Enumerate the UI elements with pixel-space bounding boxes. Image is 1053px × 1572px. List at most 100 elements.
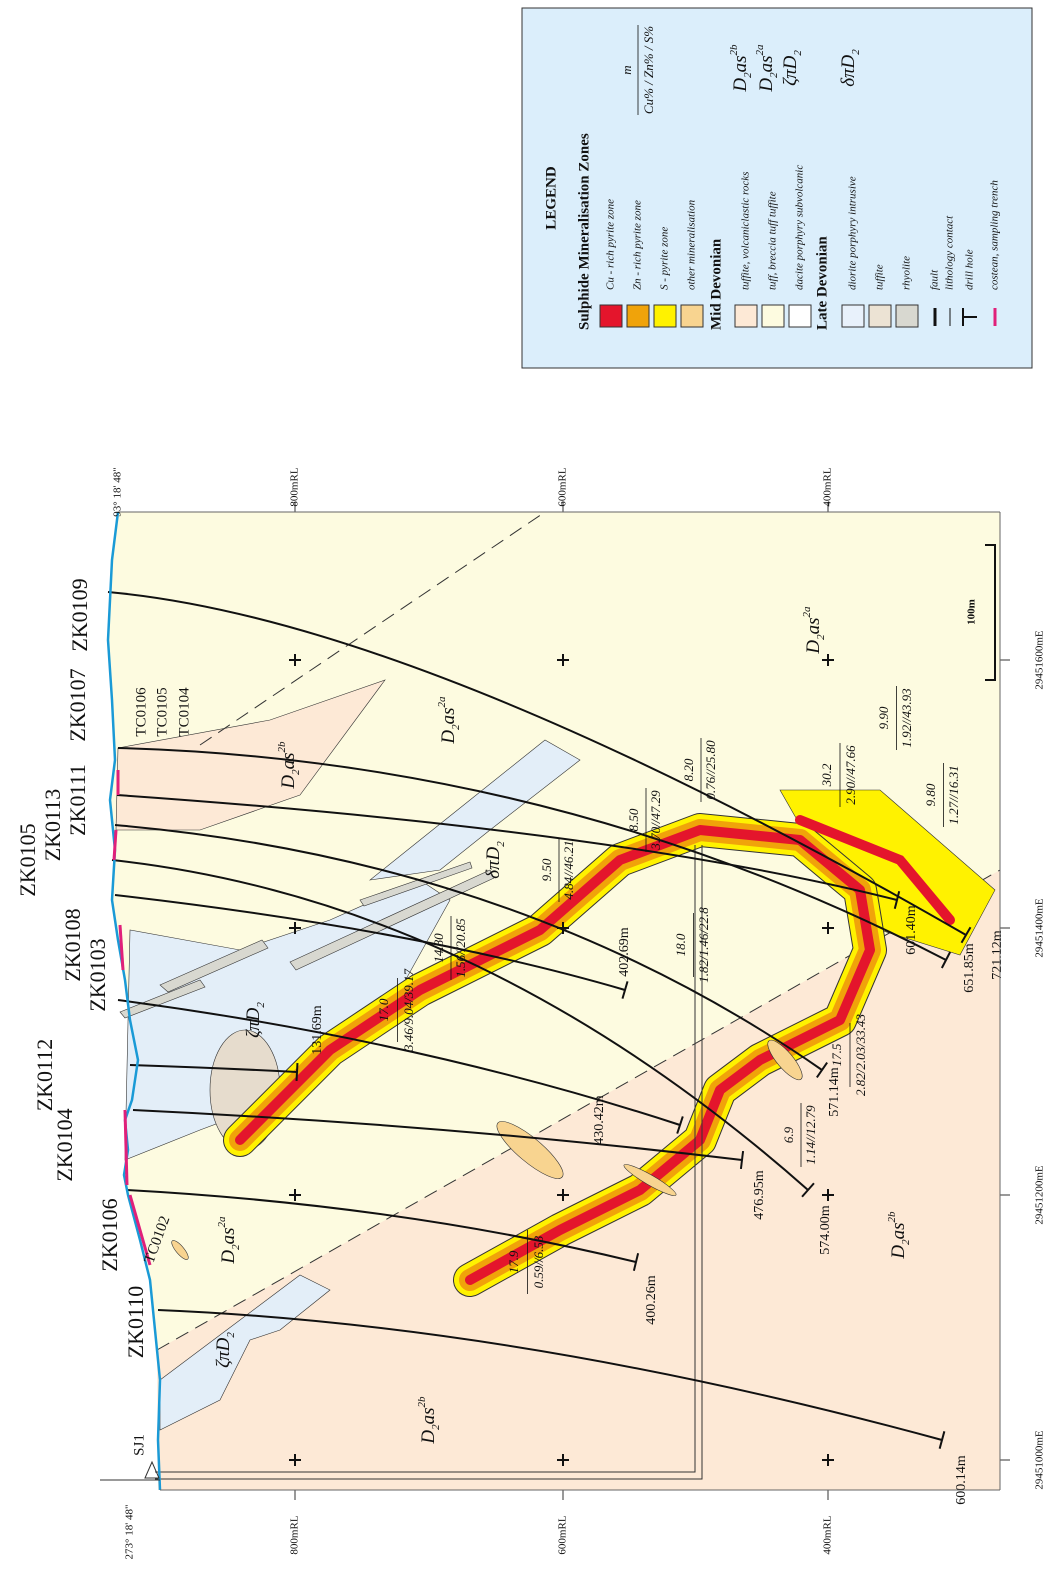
hole-depth: 476.95m bbox=[752, 1170, 767, 1220]
drill-hole bbox=[117, 999, 681, 1126]
intersection-grades: 1.14//12.79 bbox=[803, 1105, 818, 1165]
hole-end bbox=[816, 1062, 828, 1078]
drill-hole bbox=[129, 1064, 298, 1073]
shaft-label: SJ1 bbox=[131, 1434, 147, 1456]
unit-part: as bbox=[888, 1222, 909, 1239]
legend-heading: Sulphide Mineralisation Zones bbox=[576, 133, 592, 330]
legend-swatch bbox=[599, 304, 623, 328]
rhyolite-body bbox=[159, 939, 269, 993]
unit-part: ζπ bbox=[780, 69, 801, 86]
hole-depth: 600.14m bbox=[954, 1455, 969, 1505]
legend-item: lithology contact bbox=[944, 215, 956, 290]
elevation-label: 400mRL bbox=[822, 1515, 834, 1554]
hole-name: ZK0108 bbox=[60, 908, 85, 981]
intersection-grades: 2.82/2.03/33.43 bbox=[853, 1014, 868, 1096]
intersection-metres: 9.50 bbox=[539, 858, 554, 881]
unit-part: 2 bbox=[255, 1002, 267, 1008]
legend-item: Zn - rich pyrite zone bbox=[632, 200, 644, 290]
hole-name: ZK0112 bbox=[32, 1039, 57, 1112]
hole-end bbox=[295, 1062, 299, 1082]
legend-swatch bbox=[761, 304, 785, 328]
intersection-grades: 3.46/9.04/39.17 bbox=[401, 969, 416, 1052]
hole-name: ZK0103 bbox=[85, 938, 110, 1011]
unit-part: as bbox=[730, 55, 751, 72]
easting-label: 29451000mE bbox=[1034, 1430, 1046, 1490]
legend-item: tuff, breccia tuff tuffite bbox=[767, 191, 779, 290]
hole-end bbox=[893, 891, 901, 909]
unit-part: 2 bbox=[850, 49, 862, 55]
topography bbox=[106, 511, 162, 1491]
intersection-metres: 18.0 bbox=[673, 933, 688, 956]
unit-label: D2as2a bbox=[216, 1216, 242, 1265]
unit-part: 2 bbox=[900, 1239, 912, 1245]
trench bbox=[118, 924, 125, 971]
adit bbox=[155, 845, 703, 1480]
grid-cross bbox=[289, 1189, 301, 1201]
unit-part: δπ bbox=[483, 860, 504, 879]
grid-cross bbox=[289, 1454, 301, 1466]
intersection-grades: 0.59//6.53 bbox=[531, 1235, 546, 1288]
legend-heading: Late Devonian bbox=[814, 236, 830, 330]
hole-end bbox=[621, 981, 629, 999]
unit-part: D bbox=[278, 775, 299, 790]
other-mineralisation bbox=[767, 1039, 803, 1081]
hole-end bbox=[801, 1182, 815, 1198]
drill-hole bbox=[132, 1109, 743, 1161]
ore-zone bbox=[795, 815, 955, 925]
elevation-label: 800mRL bbox=[289, 467, 301, 506]
hole-depth: 571.14m bbox=[827, 1067, 842, 1117]
scale-label: 100m bbox=[966, 599, 978, 625]
grid-cross bbox=[822, 1189, 834, 1201]
unit-part: D bbox=[418, 1430, 439, 1445]
grid-cross bbox=[822, 654, 834, 666]
unit-label: ζπD2 bbox=[780, 50, 803, 86]
unit-label: D2as2a bbox=[754, 44, 780, 93]
hole-name: ZK0113 bbox=[40, 789, 65, 862]
hole-end bbox=[938, 1431, 946, 1449]
unit-part: D bbox=[483, 846, 504, 861]
legend-item: fault bbox=[929, 269, 941, 290]
elevation-label: 600mRL bbox=[557, 467, 569, 506]
grid-cross bbox=[289, 654, 301, 666]
legend-item: rhyolite bbox=[901, 256, 913, 290]
unit-part: 2a bbox=[754, 44, 766, 56]
unit-label: D2as2b bbox=[416, 1396, 442, 1445]
hole-end bbox=[960, 926, 972, 944]
legend-item: costean, sampling trench bbox=[989, 180, 1001, 290]
legend-grade-m: m bbox=[619, 65, 634, 74]
hole-depth: 651.85m bbox=[962, 943, 977, 993]
legend-swatch bbox=[868, 304, 892, 328]
unit-part: 2 bbox=[450, 724, 462, 730]
unit-part: D bbox=[243, 1007, 264, 1022]
intersection-metres: 17.5 bbox=[829, 1043, 844, 1066]
intersection-grades: 2.90//47.66 bbox=[843, 745, 858, 805]
unit-part: as bbox=[418, 1407, 439, 1424]
intersection-grades: 1.56//20.85 bbox=[453, 918, 468, 978]
drill-hole bbox=[114, 894, 626, 991]
intersection-metres: 17.9 bbox=[506, 1250, 521, 1273]
legend-grade-format: Cu% / Zn% / S% bbox=[641, 26, 656, 114]
drill-hole bbox=[117, 747, 947, 961]
unit-part: 2a bbox=[801, 606, 813, 618]
unit-part: 2 bbox=[495, 841, 507, 847]
other-mineralisation bbox=[623, 1164, 677, 1196]
unit-part: as bbox=[756, 55, 777, 72]
intersection-metres: 30.2 bbox=[819, 763, 834, 787]
hole-depth: 402.69m bbox=[617, 927, 632, 977]
unit-part: 2 bbox=[768, 72, 780, 78]
unit-label: ζπD2 bbox=[213, 1332, 236, 1368]
trench-label: TC0106 bbox=[133, 687, 149, 737]
hole-name: ZK0111 bbox=[65, 764, 90, 836]
hole-depth: 131.69m bbox=[310, 1005, 325, 1055]
intersection-metres: 14.80 bbox=[431, 933, 446, 963]
hole-name: ZK0109 bbox=[67, 578, 92, 651]
rhyolite-body bbox=[359, 861, 473, 907]
unit-part: 2 bbox=[815, 634, 827, 640]
unit-part: 2 bbox=[742, 72, 754, 78]
unit-part: 2b bbox=[416, 1396, 428, 1408]
grid-cross bbox=[289, 922, 301, 934]
longitude-label: 93° 18' 48" bbox=[112, 467, 124, 516]
hole-depth: 574.00m bbox=[818, 1205, 833, 1255]
unit-part: 2 bbox=[290, 769, 302, 775]
intersection-grades: 1.82/1.46/22.8 bbox=[696, 907, 711, 983]
